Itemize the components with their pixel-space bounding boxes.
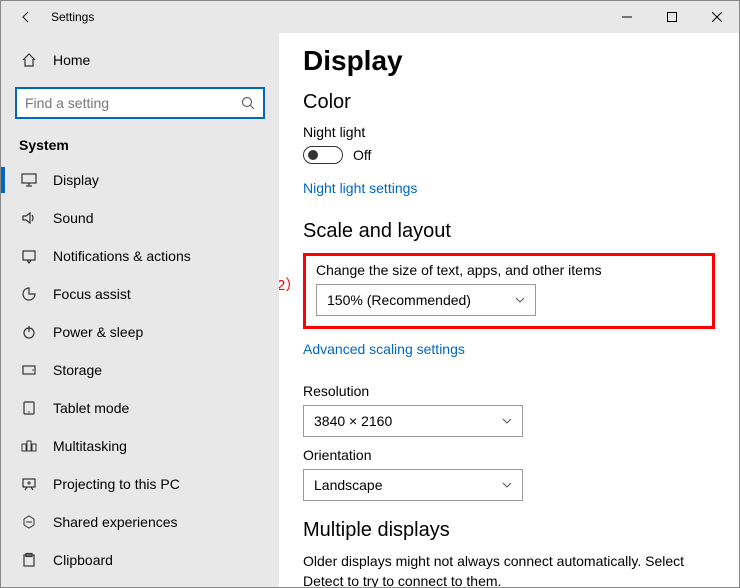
scale-value: 150% (Recommended) — [327, 292, 471, 308]
projecting-icon — [19, 476, 39, 492]
sidebar-item-focus[interactable]: Focus assist — [1, 275, 279, 313]
sidebar-item-notifications[interactable]: Notifications & actions — [1, 237, 279, 275]
resolution-label: Resolution — [303, 383, 715, 399]
tablet-icon — [19, 400, 39, 416]
chevron-down-icon — [502, 482, 512, 488]
annotation-callout: （2） Change the size of text, apps, and o… — [303, 253, 715, 329]
orientation-label: Orientation — [303, 447, 715, 463]
search-input[interactable] — [17, 95, 233, 111]
display-icon — [19, 172, 39, 188]
toggle-knob — [308, 150, 318, 160]
night-light-settings-link[interactable]: Night light settings — [303, 180, 417, 196]
night-light-label: Night light — [303, 124, 715, 140]
sidebar-item-label: Display — [53, 172, 99, 188]
sidebar-item-clipboard[interactable]: Clipboard — [1, 541, 279, 579]
sidebar-item-label: Tablet mode — [53, 400, 129, 416]
sidebar-item-label: Notifications & actions — [53, 248, 191, 264]
resolution-value: 3840 × 2160 — [314, 413, 392, 429]
sidebar-item-sound[interactable]: Sound — [1, 199, 279, 237]
sidebar-item-storage[interactable]: Storage — [1, 351, 279, 389]
annotation-number: （2） — [279, 274, 300, 295]
home-label: Home — [53, 52, 90, 68]
shared-icon — [19, 514, 39, 530]
clipboard-icon — [19, 552, 39, 568]
maximize-button[interactable] — [649, 1, 694, 33]
page-title: Display — [303, 45, 715, 77]
sidebar-item-label: Focus assist — [53, 286, 131, 302]
sidebar-item-label: Clipboard — [53, 552, 113, 568]
sidebar-item-label: Shared experiences — [53, 514, 178, 530]
search-icon — [233, 96, 263, 110]
sidebar-section-header: System — [1, 129, 279, 161]
scale-dropdown[interactable]: 150% (Recommended) — [316, 284, 536, 316]
minimize-button[interactable] — [604, 1, 649, 33]
sidebar-item-tablet[interactable]: Tablet mode — [1, 389, 279, 427]
scale-heading: Scale and layout — [303, 220, 715, 243]
orientation-dropdown[interactable]: Landscape — [303, 469, 523, 501]
night-light-toggle[interactable] — [303, 146, 343, 164]
sidebar-item-label: Sound — [53, 210, 93, 226]
window-title: Settings — [51, 10, 94, 24]
sidebar-item-label: Power & sleep — [53, 324, 143, 340]
night-light-state: Off — [353, 147, 371, 163]
chevron-down-icon — [515, 297, 525, 303]
sidebar-item-label: Projecting to this PC — [53, 476, 180, 492]
sidebar-item-power[interactable]: Power & sleep — [1, 313, 279, 351]
sidebar-item-multitasking[interactable]: Multitasking — [1, 427, 279, 465]
advanced-scaling-link[interactable]: Advanced scaling settings — [303, 341, 465, 357]
storage-icon — [19, 362, 39, 378]
sidebar-item-label: Multitasking — [53, 438, 127, 454]
sidebar: Home System Display Sound Notifications & … — [1, 33, 279, 587]
home-icon — [19, 52, 39, 68]
multiple-displays-desc: Older displays might not always connect … — [303, 552, 715, 587]
sidebar-item-projecting[interactable]: Projecting to this PC — [1, 465, 279, 503]
sound-icon — [19, 210, 39, 226]
sidebar-item-shared[interactable]: Shared experiences — [1, 503, 279, 541]
sidebar-item-label: Storage — [53, 362, 102, 378]
sidebar-item-display[interactable]: Display — [1, 161, 279, 199]
content-pane: Display Color Night light Off Night ligh… — [279, 33, 739, 587]
chevron-down-icon — [502, 418, 512, 424]
color-heading: Color — [303, 91, 715, 114]
focus-icon — [19, 286, 39, 302]
resolution-dropdown[interactable]: 3840 × 2160 — [303, 405, 523, 437]
multitasking-icon — [19, 438, 39, 454]
orientation-value: Landscape — [314, 477, 383, 493]
close-button[interactable] — [694, 1, 739, 33]
back-button[interactable] — [11, 2, 41, 32]
search-box[interactable] — [15, 87, 265, 119]
titlebar: Settings — [1, 1, 739, 33]
multiple-displays-heading: Multiple displays — [303, 519, 715, 542]
notifications-icon — [19, 248, 39, 264]
home-nav[interactable]: Home — [1, 41, 279, 79]
power-icon — [19, 324, 39, 340]
scale-label: Change the size of text, apps, and other… — [316, 262, 702, 278]
